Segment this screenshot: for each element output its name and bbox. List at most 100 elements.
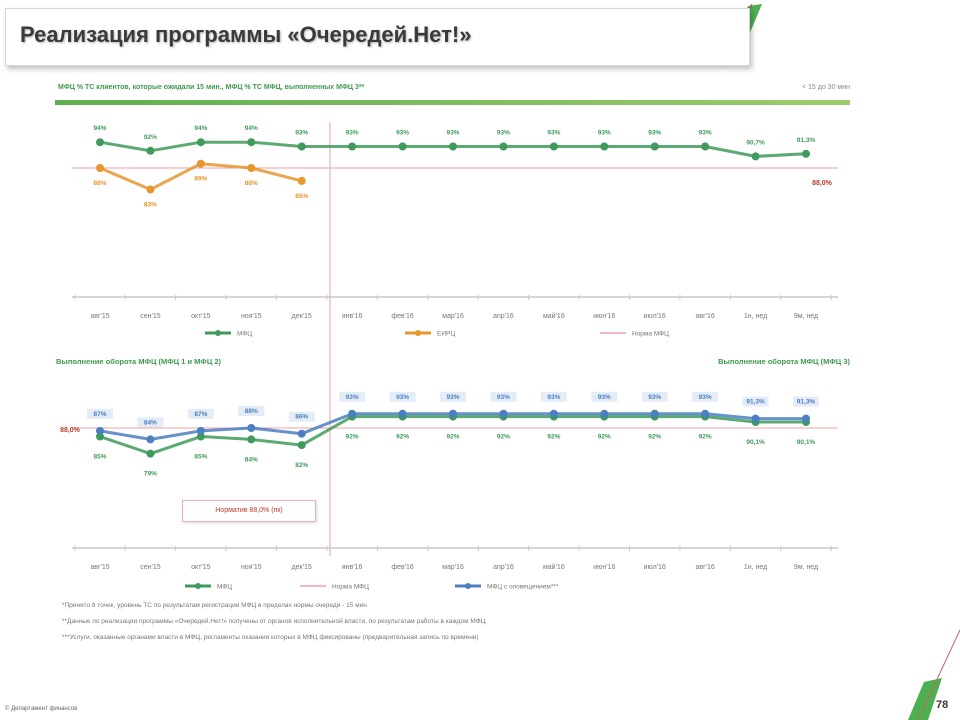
- chart2-x-tick-label: ноя'15: [241, 564, 262, 571]
- chart1-data-point: [802, 149, 810, 158]
- chart1-data-label: 89%: [194, 176, 207, 183]
- chart2-data-point: [549, 409, 558, 418]
- chart1-x-tick-label: мар'16: [442, 313, 464, 320]
- chart2-data-label: 92%: [346, 434, 359, 441]
- chart2-x-tick-label: авг'16: [695, 564, 714, 571]
- chart2-data-point: [701, 409, 710, 418]
- chart2-data-label: 90,1%: [797, 439, 816, 446]
- chart2-data-label-box: [238, 406, 265, 416]
- chart1-data-label: 94%: [93, 125, 106, 132]
- chart2-data-label: 91,3%: [797, 399, 816, 406]
- chart1-x-tick-label: дек'15: [292, 313, 312, 320]
- decor-green-stripe-bottom: [908, 678, 942, 720]
- chart2-data-label-box: [591, 391, 618, 402]
- chart2-data-point: [297, 429, 306, 438]
- chart2-data-point: [600, 409, 609, 418]
- chart2-data-label: 87%: [93, 411, 106, 418]
- chart1-data-point: [701, 142, 710, 151]
- chart2-legend-label: Норма МФЦ: [332, 584, 369, 591]
- chart1-data-point: [196, 159, 205, 168]
- chart1-data-point: [196, 138, 205, 147]
- chart2-data-label: 93%: [346, 394, 359, 401]
- chart1-data-label: 93%: [295, 130, 308, 137]
- chart1-data-label: 88%: [93, 180, 106, 187]
- footnote: ***Услуги, оказанные органами власти в М…: [62, 634, 479, 641]
- chart2-legend-marker: [195, 583, 201, 589]
- chart2-legend-label: МФЦ с оповещением***: [487, 584, 559, 591]
- chart1-header-note: < 15 до 30 мин: [801, 84, 850, 91]
- chart1-data-point: [247, 164, 256, 172]
- chart2-data-point: [650, 409, 659, 418]
- chart2-data-point: [348, 409, 357, 418]
- chart1-data-label: 90,7%: [746, 139, 765, 146]
- chart2-data-point: [449, 409, 457, 418]
- chart1-data-point: [96, 164, 104, 172]
- chart1-data-point: [297, 176, 306, 185]
- chart2-data-label: 93%: [396, 394, 409, 401]
- chart1-data-point: [348, 142, 357, 151]
- chart2-data-label-box: [389, 391, 416, 402]
- chart1-x-tick-label: июн'16: [593, 313, 615, 320]
- chart1-data-label: 94%: [194, 125, 207, 132]
- chart1-target-label: 88,0%: [812, 180, 833, 187]
- target-annotation: Норматив 88,0% (пк): [182, 500, 316, 522]
- chart1-data-label: 93%: [648, 130, 661, 137]
- chart2-data-label: 92%: [396, 434, 409, 441]
- chart2-data-label: 93%: [446, 394, 459, 401]
- chart1-data-point: [751, 152, 760, 161]
- chart2-header-right: Выполнение оборота МФЦ (МФЦ 3): [718, 357, 850, 366]
- chart1-x-tick-label: окт'15: [191, 313, 210, 320]
- chart2-data-point: [96, 426, 104, 435]
- chart2-x-tick-label: мар'16: [442, 564, 464, 571]
- chart1-x-tick-label: ноя'15: [241, 313, 262, 320]
- chart1-data-point: [549, 142, 558, 151]
- chart2-x-tick-label: июн'16: [593, 564, 615, 571]
- chart2-data-label: 84%: [245, 456, 258, 463]
- chart2-data-label: 93%: [699, 394, 712, 401]
- chart1-x-tick-label: апр'16: [493, 313, 514, 320]
- chart2-data-point: [802, 414, 810, 423]
- chart2-data-label: 82%: [295, 462, 308, 469]
- chart1-data-label: 85%: [295, 193, 308, 200]
- chart2-header-left: Выполнение оборота МФЦ (МФЦ 1 и МФЦ 2): [56, 357, 222, 366]
- chart2-x-tick-label: дек'15: [292, 564, 312, 571]
- chart1-data-label: 93%: [346, 130, 359, 137]
- chart2-data-label: 92%: [547, 434, 560, 441]
- chart2-data-label: 91,3%: [746, 399, 765, 406]
- chart1-x-tick-label: янв'16: [342, 313, 363, 320]
- chart2-data-point: [196, 426, 205, 435]
- chart2-x-tick-label: 1н, нед: [744, 564, 767, 571]
- chart2-x-tick-label: июл'16: [644, 564, 666, 571]
- chart2-data-point: [196, 432, 205, 441]
- chart1-data-label: 93%: [497, 130, 510, 137]
- chart2-target-label: 88,0%: [60, 427, 81, 434]
- chart1-legend-label: ЕИРЦ: [437, 331, 455, 338]
- chart2-data-label-box: [288, 411, 315, 422]
- chart2-data-label-box: [137, 417, 164, 428]
- chart2-x-tick-label: сен'15: [140, 564, 160, 571]
- chart2-data-label: 92%: [699, 434, 712, 441]
- chart1-x-tick-label: май'16: [543, 312, 565, 320]
- chart2-legend-marker: [465, 583, 471, 589]
- chart1-x-tick-label: авг'15: [90, 313, 109, 320]
- chart1-x-tick-label: сен'15: [140, 313, 160, 320]
- chart1-data-point: [247, 138, 256, 147]
- decor-red-line-bottom: [917, 629, 960, 720]
- chart2-data-point: [96, 432, 104, 441]
- footnote: **Данные по реализации программы «Очеред…: [62, 618, 486, 625]
- chart2-data-label-box: [793, 396, 819, 407]
- chart2-x-tick-label: апр'16: [493, 564, 514, 571]
- chart2-data-label: 87%: [194, 411, 207, 418]
- chart2-data-label: 88%: [245, 408, 258, 415]
- footnotes: *Принято 8 точек, уровень ТС по результа…: [62, 598, 842, 646]
- chart1-data-point: [600, 142, 609, 151]
- chart2-x-tick-label: фев'16: [391, 564, 414, 571]
- chart2-data-label-box: [490, 391, 517, 402]
- chart2-data-label-box: [339, 391, 366, 402]
- chart1-legend-marker: [415, 330, 421, 336]
- chart1-data-label: 93%: [699, 130, 712, 137]
- chart2-data-label-box: [641, 391, 668, 402]
- chart2-data-point: [751, 414, 760, 423]
- chart2-data-point: [146, 435, 155, 444]
- chart2-x-tick-label: окт'15: [191, 564, 210, 571]
